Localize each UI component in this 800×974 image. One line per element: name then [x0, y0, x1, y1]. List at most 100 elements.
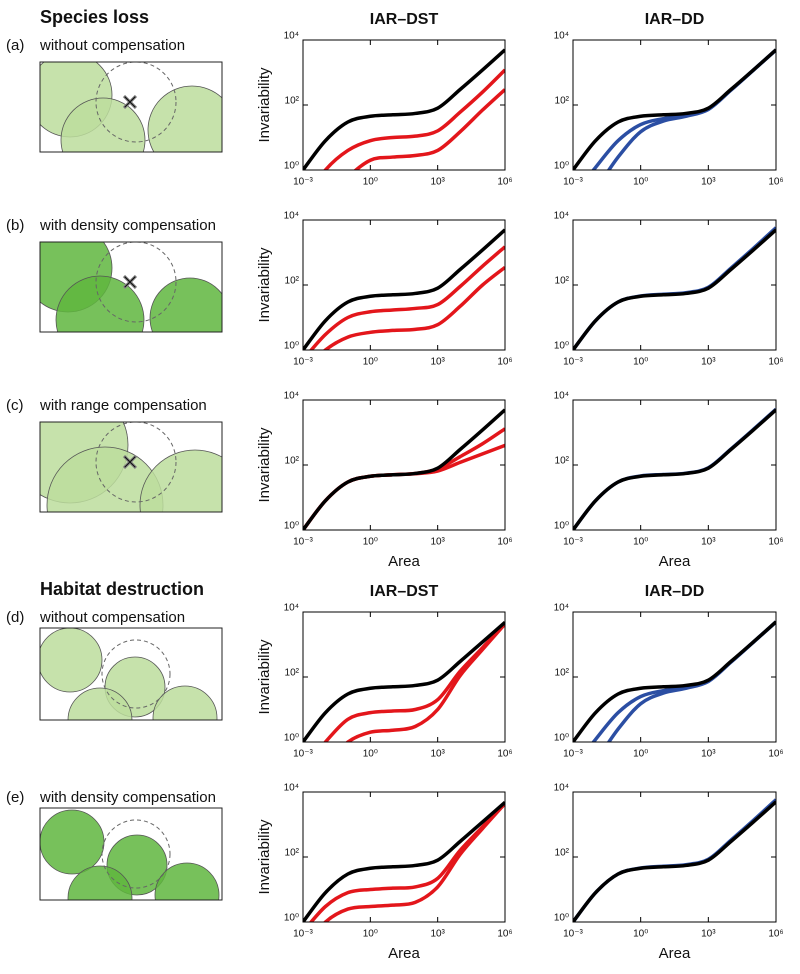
species-range — [147, 85, 222, 152]
x-tick-label: 10⁰ — [363, 749, 378, 760]
x-axis-label: Area — [659, 945, 691, 962]
diagram — [40, 628, 218, 720]
diagram-frame — [39, 241, 223, 333]
x-tick-label: 10⁰ — [363, 357, 378, 368]
y-tick-label: 10⁰ — [554, 341, 569, 352]
y-tick-label: 10⁰ — [284, 341, 299, 352]
series-line — [303, 48, 505, 170]
y-tick-label: 10⁴ — [284, 603, 299, 614]
x-tick-label: 10⁶ — [768, 537, 783, 548]
x-tick-label: 10⁶ — [768, 357, 783, 368]
x-axis-label: Area — [659, 553, 691, 570]
y-tick-label: 10² — [285, 96, 300, 107]
y-tick-label: 10² — [285, 456, 300, 467]
x-tick-label: 10⁻³ — [293, 357, 313, 368]
series-line — [353, 88, 505, 170]
series-line — [308, 245, 505, 350]
y-tick-label: 10⁴ — [284, 211, 299, 222]
panel-caption: with range compensation — [39, 397, 207, 414]
x-tick-label: 10⁰ — [633, 749, 648, 760]
species-range — [40, 809, 105, 875]
series-line — [322, 802, 505, 922]
x-tick-label: 10⁶ — [497, 537, 512, 548]
y-tick-label: 10⁴ — [284, 783, 299, 794]
x-tick-label: 10⁰ — [363, 929, 378, 940]
diagram — [40, 809, 220, 900]
series-line — [573, 228, 776, 350]
y-tick-label: 10² — [555, 456, 570, 467]
x-tick-label: 10⁻³ — [563, 749, 583, 760]
species-range — [154, 862, 220, 900]
plot-area — [303, 228, 505, 350]
x-axis-label: Area — [388, 553, 420, 570]
x-tick-label: 10⁻³ — [563, 177, 583, 188]
plot-area — [303, 48, 505, 170]
section-title: Species loss — [40, 7, 149, 27]
y-tick-label: 10⁴ — [554, 31, 569, 42]
panel-label: (d) — [6, 609, 24, 626]
y-tick-label: 10² — [555, 96, 570, 107]
y-axis-label: Invariability — [256, 247, 273, 323]
lost-species: ✕ — [121, 270, 139, 295]
chart-title: IAR–DD — [645, 583, 705, 600]
series-line — [303, 443, 505, 530]
x-tick-label: 10³ — [430, 537, 445, 548]
y-tick-label: 10⁴ — [554, 391, 569, 402]
species-range — [55, 275, 145, 332]
y-tick-label: 10⁴ — [284, 31, 299, 42]
focal-range — [95, 422, 177, 503]
series-line — [573, 408, 776, 530]
x-tick-label: 10⁶ — [497, 929, 512, 940]
x-tick-label: 10⁻³ — [563, 537, 583, 548]
plot-area — [573, 620, 776, 742]
y-tick-label: 10² — [555, 668, 570, 679]
y-tick-label: 10⁰ — [284, 521, 299, 532]
x-tick-label: 10⁶ — [497, 177, 512, 188]
x-tick-label: 10⁶ — [768, 929, 783, 940]
x-tick-label: 10⁻³ — [563, 929, 583, 940]
x-tick-label: 10⁶ — [768, 177, 783, 188]
series-line — [591, 48, 776, 170]
plot-area — [303, 801, 505, 922]
section-title: Habitat destruction — [40, 579, 204, 599]
chart-title: IAR–DD — [645, 11, 705, 28]
x-tick-label: 10⁻³ — [563, 357, 583, 368]
panel-caption: without compensation — [39, 609, 185, 626]
axes-frame — [572, 39, 777, 171]
x-tick-label: 10³ — [701, 537, 716, 548]
axes-frame — [572, 399, 777, 531]
y-axis-label: Invariability — [256, 639, 273, 715]
lost-species: ✕ — [121, 90, 139, 115]
plot-area — [573, 798, 776, 922]
axes-frame — [302, 219, 506, 351]
species-range — [67, 865, 133, 900]
diagram-frame — [39, 421, 223, 513]
y-tick-label: 10⁴ — [554, 211, 569, 222]
y-tick-label: 10² — [555, 848, 570, 859]
series-line — [573, 226, 776, 350]
x-tick-label: 10⁻³ — [293, 177, 313, 188]
diagram: ✕ — [40, 422, 222, 512]
series-line — [573, 798, 776, 922]
axes-frame — [302, 399, 506, 531]
series-line — [573, 800, 776, 922]
y-tick-label: 10² — [555, 276, 570, 287]
plot-area — [303, 408, 505, 530]
panel-caption: without compensation — [39, 37, 185, 54]
chart-title: IAR–DST — [370, 583, 439, 600]
y-axis-label: Invariability — [256, 427, 273, 503]
panel-caption: with density compensation — [39, 789, 216, 806]
y-tick-label: 10⁴ — [554, 783, 569, 794]
x-axis-label: Area — [388, 945, 420, 962]
axes-frame — [572, 791, 777, 923]
x-tick-label: 10³ — [430, 177, 445, 188]
x-tick-label: 10⁰ — [363, 177, 378, 188]
y-tick-label: 10⁰ — [554, 521, 569, 532]
diagram-frame — [39, 807, 223, 901]
panel-label: (b) — [6, 217, 24, 234]
plot-area — [573, 407, 776, 530]
series-line — [573, 48, 776, 170]
series-line — [345, 622, 505, 742]
series-line — [308, 801, 505, 922]
series-line — [303, 621, 505, 742]
